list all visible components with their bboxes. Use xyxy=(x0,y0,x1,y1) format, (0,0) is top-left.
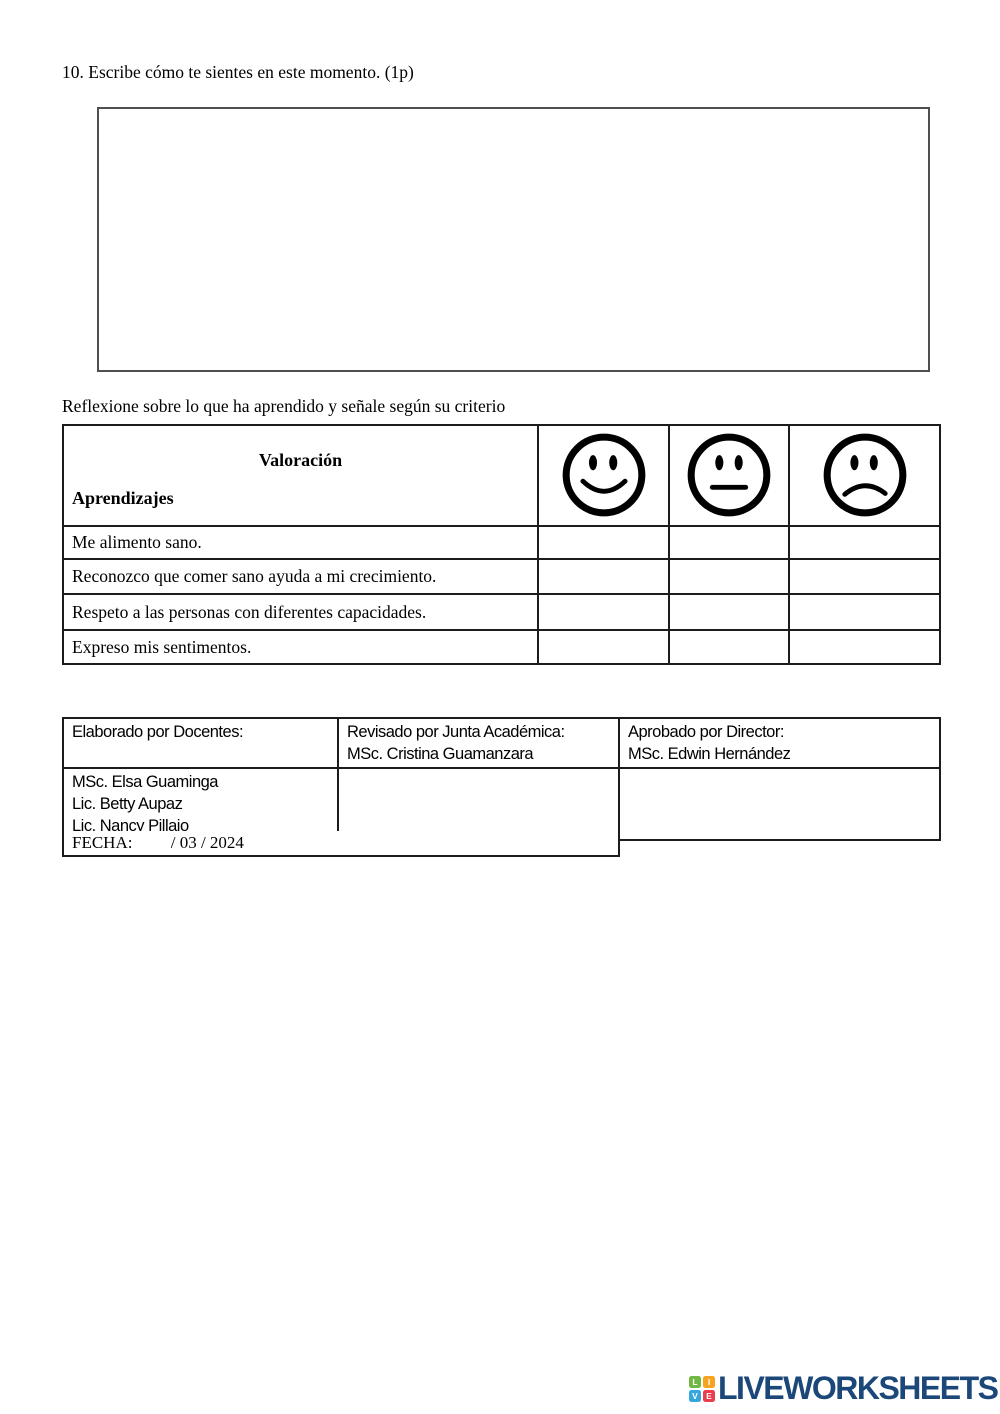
fecha-label: FECHA: xyxy=(72,833,133,852)
revisado-label: Revisado por Junta Académica: xyxy=(347,723,565,741)
reflection-instruction: Reflexione sobre lo que ha aprendido y s… xyxy=(62,396,506,416)
valoracion-cell-sad[interactable] xyxy=(788,558,941,595)
aprobado-cell: Aprobado por Director: MSc. Edwin Hernán… xyxy=(618,717,941,769)
logo-tile-e: E xyxy=(703,1389,715,1402)
criteria-label: Respeto a las personas con diferentes ca… xyxy=(62,593,539,631)
revisado-signature-cell xyxy=(337,767,620,841)
aprendizajes-label: Aprendizajes xyxy=(72,487,174,508)
revisado-cell: Revisado por Junta Académica: MSc. Crist… xyxy=(337,717,620,769)
logo-tile-l: L xyxy=(689,1375,701,1388)
neutral-face-cell xyxy=(668,424,790,527)
docente-name: Lic. Betty Aupaz xyxy=(72,795,183,813)
criteria-label: Reconozco que comer sano ayuda a mi crec… xyxy=(62,558,539,595)
fecha-row: FECHA: / 03 / 2024 xyxy=(62,831,620,857)
elaborado-cell: Elaborado por Docentes: xyxy=(62,717,339,769)
aprobado-signature-cell xyxy=(618,767,941,841)
signatures-names-row: MSc. Elsa Guaminga Lic. Betty Aupaz Lic.… xyxy=(62,767,941,841)
valoracion-cell-happy[interactable] xyxy=(537,525,670,560)
valoracion-cell-happy[interactable] xyxy=(537,629,670,665)
fecha-value: / 03 / 2024 xyxy=(170,833,244,852)
docentes-names-cell: MSc. Elsa Guaminga Lic. Betty Aupaz Lic.… xyxy=(62,767,339,841)
sad-face-cell xyxy=(788,424,941,527)
valoracion-cell-sad[interactable] xyxy=(788,593,941,631)
revisado-name: MSc. Cristina Guamanzara xyxy=(347,745,534,763)
liveworksheets-logo-text: LIVEWORKSHEETS xyxy=(718,1370,999,1406)
happy-face-cell xyxy=(537,424,670,527)
answer-input-box[interactable] xyxy=(97,107,930,372)
elaborado-label: Elaborado por Docentes: xyxy=(72,723,244,741)
valoracion-cell-sad[interactable] xyxy=(788,629,941,665)
valoracion-header-cell: Valoración Aprendizajes xyxy=(62,424,539,527)
aprobado-name: MSc. Edwin Hernández xyxy=(628,745,791,763)
table-row: Expreso mis sentimentos. xyxy=(62,629,941,665)
signatures-table: Elaborado por Docentes: Revisado por Jun… xyxy=(62,717,941,841)
valoracion-table: Valoración Aprendizajes xyxy=(62,424,941,665)
docente-name: MSc. Elsa Guaminga xyxy=(72,773,218,791)
criteria-label: Me alimento sano. xyxy=(62,525,539,560)
table-row: Me alimento sano. xyxy=(62,525,941,560)
valoracion-cell-happy[interactable] xyxy=(537,593,670,631)
neutral-face-icon xyxy=(687,433,771,516)
question-10-title: 10. Escribe cómo te sientes en este mome… xyxy=(62,62,414,82)
sad-face-icon xyxy=(823,433,906,516)
happy-face-icon xyxy=(562,433,645,516)
valoracion-cell-neutral[interactable] xyxy=(668,593,790,631)
signatures-header-row: Elaborado por Docentes: Revisado por Jun… xyxy=(62,717,941,769)
valoracion-cell-happy[interactable] xyxy=(537,558,670,595)
valoracion-cell-neutral[interactable] xyxy=(668,629,790,665)
valoracion-title: Valoración xyxy=(258,449,343,470)
liveworksheets-logo[interactable]: L I V E LIVEWORKSHEETS xyxy=(689,1370,999,1407)
table-row: Reconozco que comer sano ayuda a mi crec… xyxy=(62,558,941,595)
logo-tile-i: I xyxy=(703,1375,715,1388)
docente-name: Lic. Nancy Pillajo xyxy=(72,817,189,835)
table-row: Respeto a las personas con diferentes ca… xyxy=(62,593,941,631)
criteria-label: Expreso mis sentimentos. xyxy=(62,629,539,665)
logo-tile-v: V xyxy=(689,1389,701,1402)
aprobado-label: Aprobado por Director: xyxy=(628,723,784,741)
valoracion-cell-neutral[interactable] xyxy=(668,558,790,595)
liveworksheets-logo-icon: L I V E xyxy=(689,1375,715,1402)
valoracion-cell-sad[interactable] xyxy=(788,525,941,560)
valoracion-header-row: Valoración Aprendizajes xyxy=(62,424,941,527)
valoracion-cell-neutral[interactable] xyxy=(668,525,790,560)
